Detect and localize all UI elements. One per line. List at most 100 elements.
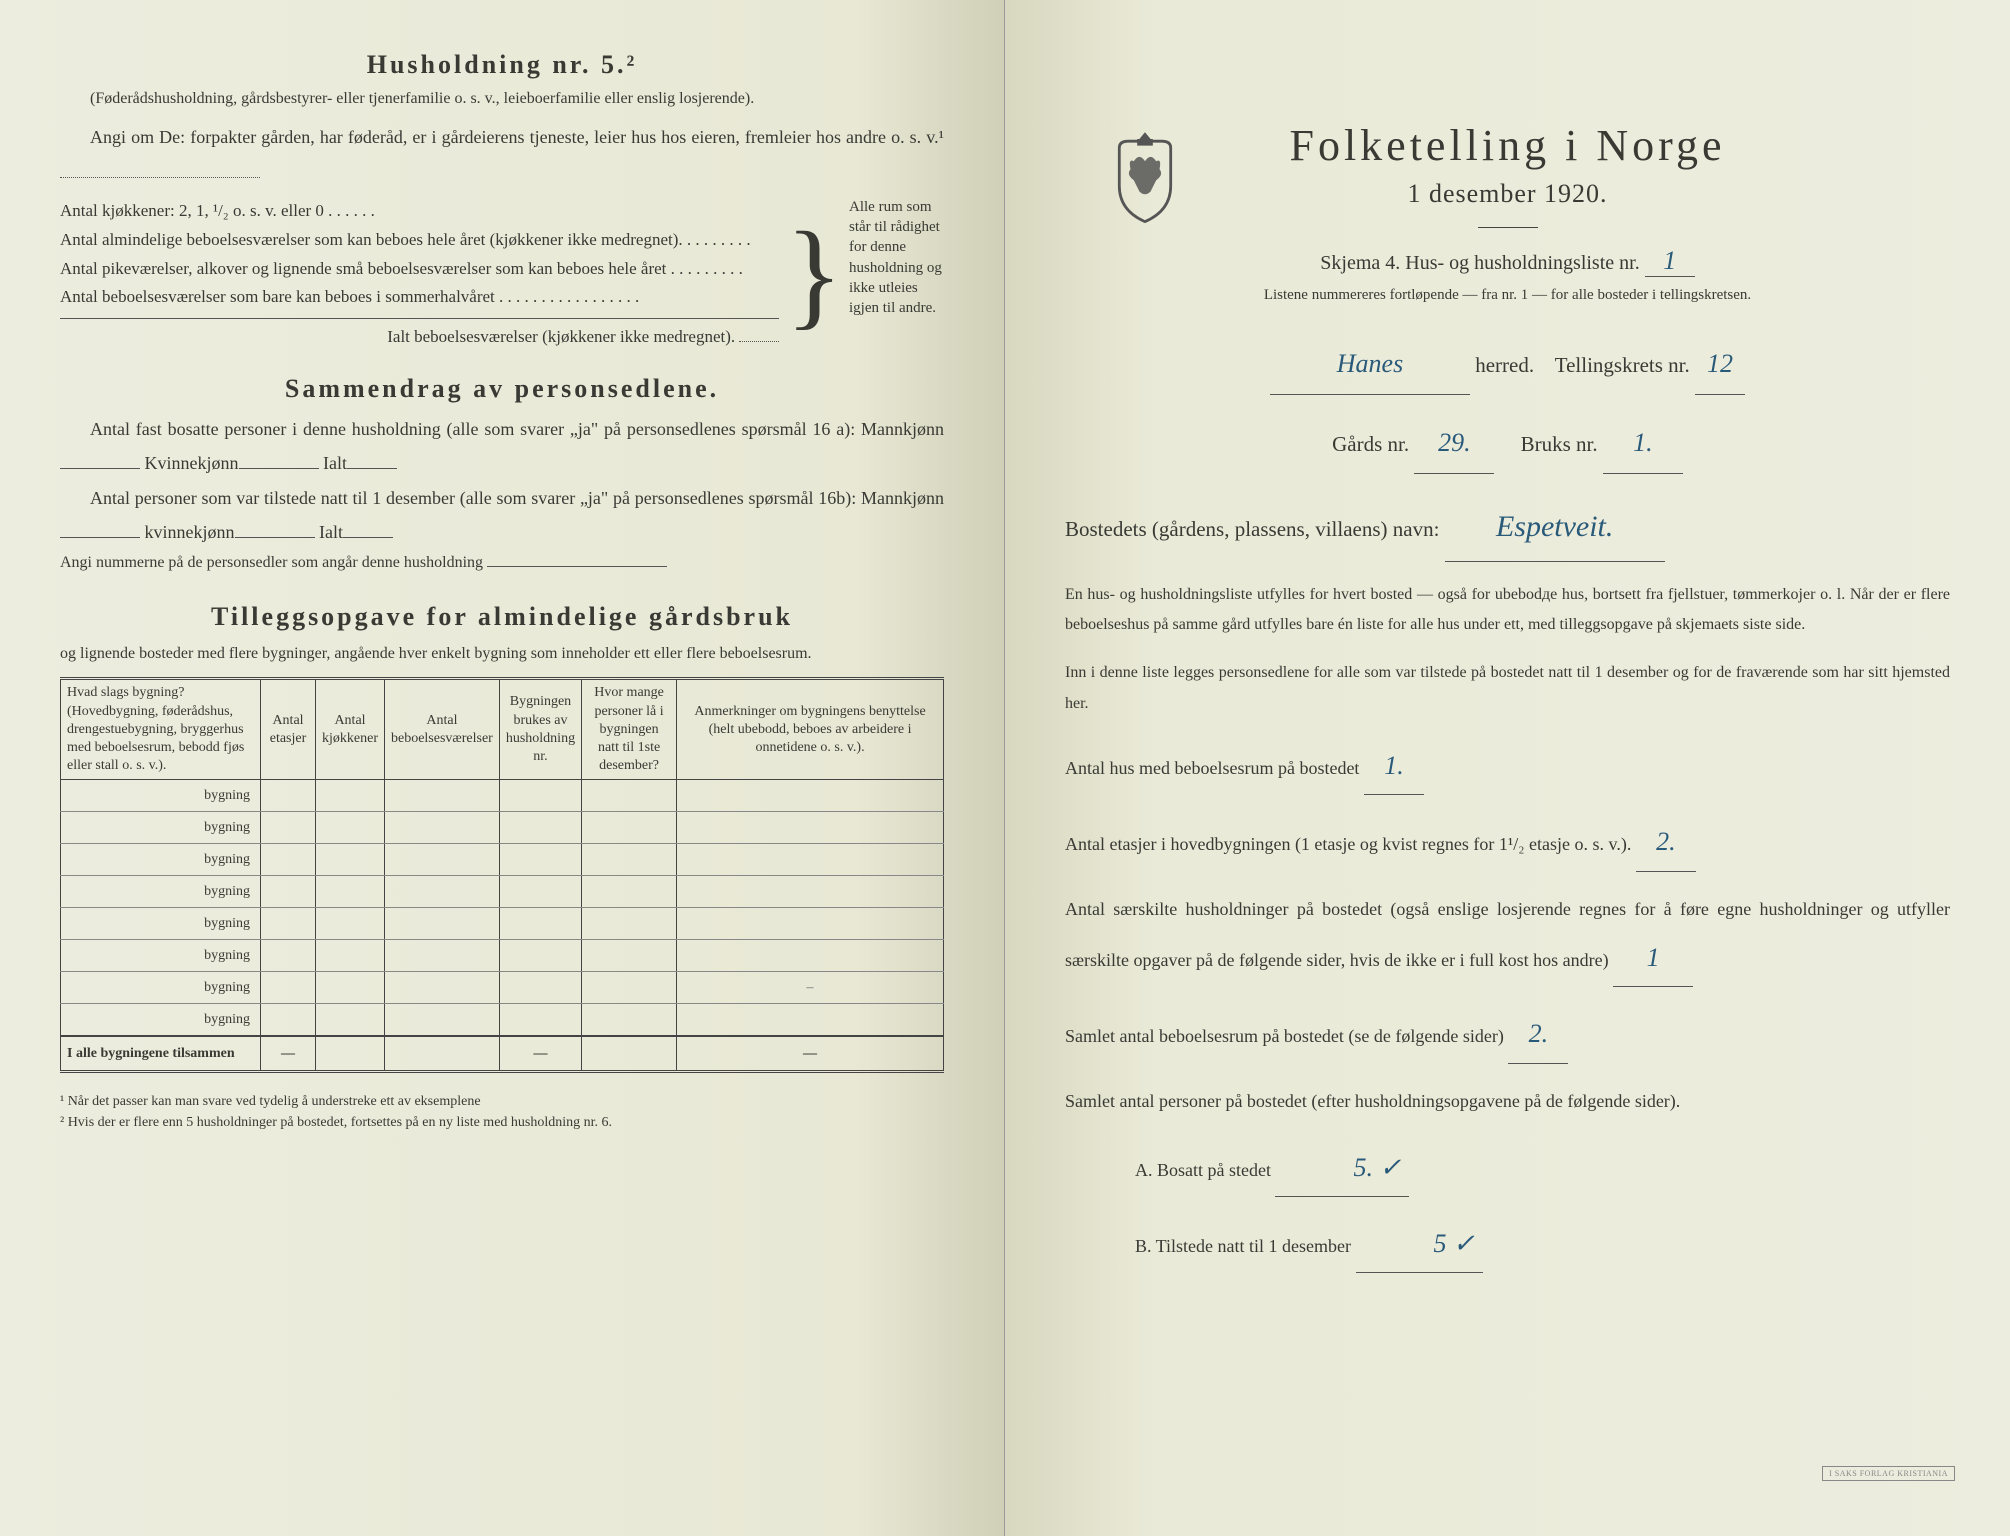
gards-row: Gårds nr. 29. Bruks nr. 1. (1065, 413, 1950, 474)
census-title: Folketelling i Norge (1065, 120, 1950, 171)
row-label: bygning (61, 780, 261, 812)
q1-label: Antal hus med beboelsesrum på bostedet (1065, 758, 1359, 778)
q3-row: Antal særskilte husholdninger på bostede… (1065, 890, 1950, 988)
herred-row: Hanes herred. Tellingskrets nr. 12 (1065, 334, 1950, 395)
herred-label: herred. (1475, 353, 1534, 377)
herred-value: Hanes (1270, 334, 1470, 395)
summary-line-1: Antal fast bosatte personer i denne hush… (60, 412, 944, 480)
rooms-line-2: Antal pikeværelser, alkover og lignende … (60, 255, 779, 284)
schema-value: 1 (1645, 246, 1695, 277)
qA-row: A. Bosatt på stedet 5. ✓ (1065, 1139, 1950, 1197)
tillegg-title: Tilleggsopgave for almindelige gårdsbruk (60, 602, 944, 632)
row-label: bygning (61, 940, 261, 972)
dash-cell: — (261, 1036, 316, 1072)
q3-value: 1 (1613, 929, 1693, 987)
building-table-body: bygning bygning bygning bygning bygning … (61, 780, 944, 1072)
kitchens-line: Antal kjøkkener: 2, 1, ¹/₂ o. s. v. elle… (60, 197, 779, 226)
instructions-para-2: Inn i denne liste legges personsedlene f… (1065, 658, 1950, 719)
summary-title: Sammendrag av personsedlene. (60, 374, 944, 404)
row-label: bygning (61, 972, 261, 1004)
divider (1478, 227, 1538, 228)
qB-row: B. Tilstede natt til 1 desember 5 ✓ (1065, 1215, 1950, 1273)
instruction-line: Angi om De: forpakter gården, har føderå… (60, 120, 944, 188)
krets-value: 12 (1695, 334, 1745, 395)
row-label: bygning (61, 812, 261, 844)
th-kitchens: Antal kjøkkener (316, 679, 385, 780)
footnote-2: ² Hvis der er flere enn 5 husholdninger … (60, 1112, 944, 1133)
brace-note: Alle rum som står til rådighet for denne… (849, 197, 944, 352)
rooms-section: Antal kjøkkener: 2, 1, ¹/₂ o. s. v. elle… (60, 197, 944, 352)
document-spread: Husholdning nr. 5.² (Føderådshusholdning… (0, 0, 2010, 1536)
dash-cell: — (677, 1036, 944, 1072)
blank-field (239, 450, 319, 470)
blank-field (347, 450, 397, 470)
census-date: 1 desember 1920. (1065, 179, 1950, 209)
footnotes: ¹ Når det passer kan man svare ved tydel… (60, 1091, 944, 1133)
q2-value: 2. (1636, 813, 1696, 871)
right-page: Folketelling i Norge 1 desember 1920. Sk… (1005, 0, 2010, 1536)
summary-text-3: Angi nummerne på de personsedler som ang… (60, 554, 483, 571)
q4-label: Samlet antal beboelsesrum på bostedet (s… (1065, 1026, 1504, 1046)
th-floors: Antal etasjer (261, 679, 316, 780)
tillegg-subtitle: og lignende bosteder med flere bygninger… (60, 640, 944, 667)
krets-label: Tellingskrets nr. (1555, 353, 1690, 377)
instruction-text: Angi om De: forpakter gården, har føderå… (90, 127, 944, 147)
numbering-note: Listene nummereres fortløpende — fra nr.… (1065, 287, 1950, 304)
q1-row: Antal hus med beboelsesrum på bostedet 1… (1065, 737, 1950, 795)
rooms-line-3: Antal beboelsesværelser som bare kan beb… (60, 283, 779, 312)
summary-text-2b: kvinnekjønn (145, 522, 235, 542)
instructions-para-1: En hus- og husholdningsliste utfylles fo… (1065, 580, 1950, 641)
summary-text-1c: Ialt (323, 453, 347, 473)
printer-stamp: I SAKS FORLAG KRISTIANIA (1822, 1466, 1955, 1481)
coat-of-arms-icon (1105, 130, 1185, 225)
gards-value: 29. (1414, 413, 1494, 474)
brace-icon: } (779, 220, 849, 328)
blank-field (60, 450, 140, 470)
th-persons: Hvor mange personer lå i bygningen natt … (582, 679, 677, 780)
bosted-value: Espetveit. (1445, 492, 1665, 562)
th-household: Bygningen brukes av husholdning nr. (499, 679, 581, 780)
q2-row: Antal etasjer i hovedbygningen (1 etasje… (1065, 813, 1950, 871)
th-notes: Anmerkninger om bygningens benyttelse (h… (677, 679, 944, 780)
qA-label: A. Bosatt på stedet (1135, 1160, 1271, 1180)
th-rooms: Antal beboelsesværelser (384, 679, 499, 780)
row-label: bygning (61, 908, 261, 940)
qB-label: B. Tilstede natt til 1 desember (1135, 1236, 1351, 1256)
bosted-label: Bostedets (gårdens, plassens, villaens) … (1065, 517, 1439, 541)
footnote-1: ¹ Når det passer kan man svare ved tydel… (60, 1091, 944, 1112)
qB-value: 5 ✓ (1356, 1215, 1483, 1273)
total-rooms-label: Ialt beboelsesværelser (kjøkkener ikke m… (387, 327, 735, 346)
row-label: bygning (61, 1004, 261, 1036)
blank-field (60, 177, 260, 178)
summary-line-2: Antal personer som var tilstede natt til… (60, 481, 944, 549)
blank-field (235, 518, 315, 538)
rooms-line-1: Antal almindelige beboelsesværelser som … (60, 226, 779, 255)
schema-line: Skjema 4. Hus- og husholdningsliste nr. … (1065, 246, 1950, 277)
gards-label: Gårds nr. (1332, 432, 1409, 456)
blank-field (60, 518, 140, 538)
qA-value: 5. ✓ (1275, 1139, 1409, 1197)
household-title: Husholdning nr. 5.² (60, 50, 944, 80)
bruks-label: Bruks nr. (1521, 432, 1598, 456)
summary-text-1: Antal fast bosatte personer i denne hush… (90, 419, 944, 439)
row-label: bygning (61, 876, 261, 908)
q2-label: Antal etasjer i hovedbygningen (1 etasje… (1065, 834, 1631, 854)
q3-label: Antal særskilte husholdninger på bostede… (1065, 899, 1950, 971)
left-page: Husholdning nr. 5.² (Føderådshusholdning… (0, 0, 1005, 1536)
total-label: I alle bygningene tilsammen (61, 1036, 261, 1072)
row-label: bygning (61, 844, 261, 876)
q4-value: 2. (1508, 1005, 1568, 1063)
household-subtitle: (Føderådshusholdning, gårdsbestyrer- ell… (90, 88, 944, 110)
building-table: Hvad slags bygning? (Hovedbygning, føder… (60, 677, 944, 1073)
rooms-questions: Antal kjøkkener: 2, 1, ¹/₂ o. s. v. elle… (60, 197, 779, 352)
schema-label: Skjema 4. Hus- og husholdningsliste nr. (1320, 252, 1639, 274)
summary-line-3: Angi nummerne på de personsedler som ang… (60, 549, 944, 576)
blank-field (343, 518, 393, 538)
summary-text-1b: Kvinnekjønn (145, 453, 239, 473)
q5-row: Samlet antal personer på bostedet (efter… (1065, 1082, 1950, 1122)
q4-row: Samlet antal beboelsesrum på bostedet (s… (1065, 1005, 1950, 1063)
blank-field (487, 549, 667, 567)
th-building-type: Hvad slags bygning? (Hovedbygning, føder… (61, 679, 261, 780)
dash-cell: — (499, 1036, 581, 1072)
q1-value: 1. (1364, 737, 1424, 795)
